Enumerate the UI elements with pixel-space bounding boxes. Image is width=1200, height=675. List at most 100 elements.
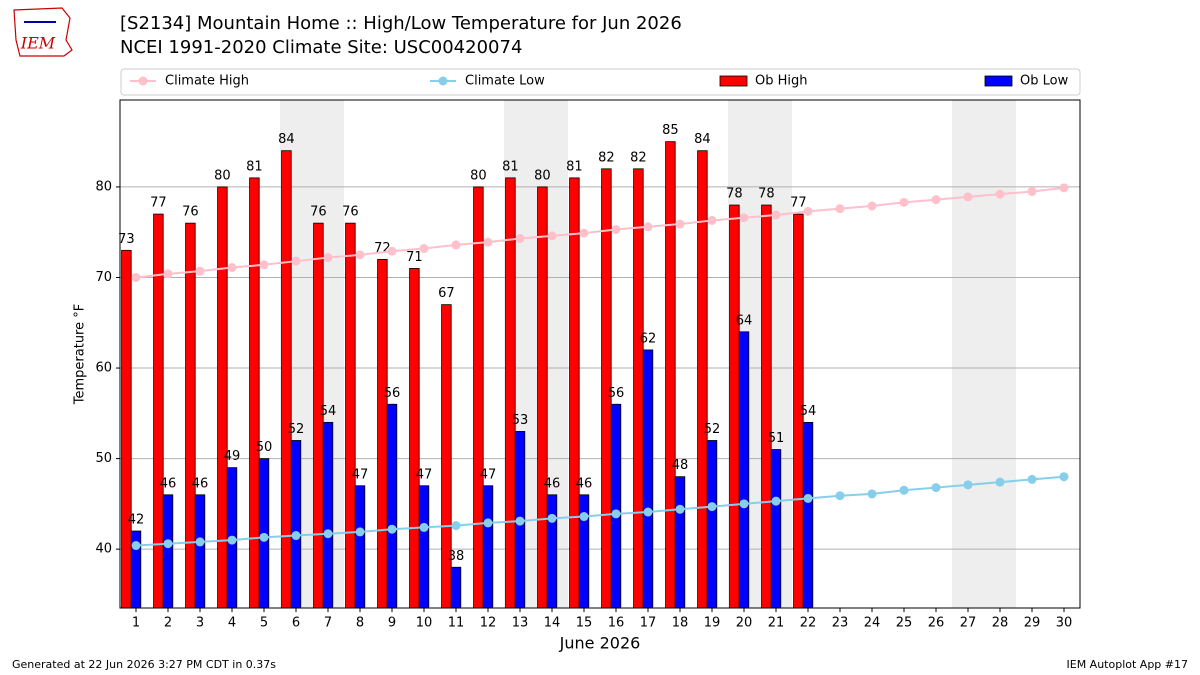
line-marker [867, 489, 877, 499]
line-marker [643, 507, 653, 517]
x-tick-label: 16 [608, 616, 625, 631]
bar [249, 177, 260, 609]
bar [473, 186, 484, 609]
x-tick-label: 6 [292, 616, 300, 631]
x-tick-label: 12 [480, 616, 497, 631]
x-tick-label: 29 [1024, 616, 1041, 631]
data-label: 54 [800, 404, 817, 419]
bar [569, 177, 580, 609]
x-tick-label: 3 [196, 616, 204, 631]
bar [409, 268, 420, 609]
bar [162, 494, 174, 609]
bar [674, 476, 686, 609]
legend-label: Climate Low [465, 74, 545, 89]
bar [217, 186, 228, 609]
x-tick-label: 28 [992, 616, 1009, 631]
data-label: 67 [438, 286, 455, 301]
legend-label: Ob High [755, 74, 808, 89]
bar [761, 204, 772, 609]
line-marker [419, 522, 429, 532]
weekend-shade [952, 100, 984, 608]
data-label: 47 [480, 467, 497, 482]
legend-swatch-marker [438, 76, 448, 86]
plot-frame [119, 99, 1081, 609]
bar [194, 494, 206, 609]
y-tick-label: 40 [95, 542, 112, 557]
line-marker [643, 222, 653, 232]
line-marker [963, 480, 973, 490]
x-tick-label: 22 [800, 616, 817, 631]
data-label: 50 [256, 440, 273, 455]
legend-swatch-marker [138, 76, 148, 86]
legend-swatch [719, 75, 748, 87]
line-marker [739, 213, 749, 223]
line-marker [1059, 472, 1069, 482]
line-marker [867, 201, 877, 211]
bar [578, 494, 590, 609]
bar [505, 177, 516, 609]
line-marker [195, 537, 205, 547]
bar [697, 150, 708, 609]
x-tick-label: 13 [512, 616, 529, 631]
weekend-shade [984, 100, 1016, 608]
bar [121, 249, 132, 609]
chart-subtitle: NCEI 1991-2020 Climate Site: USC00420074 [120, 37, 522, 58]
data-label: 76 [310, 205, 327, 220]
bar [610, 403, 622, 609]
data-label: 52 [704, 422, 721, 437]
logo: IEM [13, 7, 73, 57]
chart-title: [S2134] Mountain Home :: High/Low Temper… [120, 13, 682, 34]
line-marker [931, 483, 941, 493]
line-marker [739, 499, 749, 509]
line-marker [163, 269, 173, 279]
line-marker [323, 253, 333, 263]
bar [377, 258, 388, 609]
data-label: 84 [278, 132, 295, 147]
line-marker [291, 256, 301, 266]
bar [322, 421, 334, 609]
footer-right: IEM Autoplot App #17 [1067, 658, 1189, 671]
line-marker [995, 189, 1005, 199]
x-tick-label: 9 [388, 616, 396, 631]
legend-label: Climate High [165, 74, 249, 89]
line-marker [387, 524, 397, 534]
line-marker [163, 539, 173, 549]
y-axis-label: Temperature °F [73, 304, 88, 405]
line-marker [931, 195, 941, 205]
line-marker [195, 266, 205, 276]
x-tick-label: 27 [960, 616, 977, 631]
bar [450, 566, 462, 609]
line-marker [771, 496, 781, 506]
line-marker [611, 509, 621, 519]
line [135, 475, 1065, 547]
y-tick-label: 80 [95, 179, 112, 194]
legend-box [120, 68, 1081, 96]
data-label: 82 [630, 150, 647, 165]
data-label: 52 [288, 422, 305, 437]
line-marker [355, 250, 365, 260]
line-marker [451, 521, 461, 531]
data-label: 42 [128, 513, 145, 528]
data-label: 80 [534, 168, 551, 183]
x-tick-label: 4 [228, 616, 236, 631]
bar [633, 168, 644, 609]
line-marker [355, 527, 365, 537]
line-marker [515, 234, 525, 244]
line-marker [611, 224, 621, 234]
x-tick-label: 1 [132, 616, 140, 631]
line-marker [227, 535, 237, 545]
line-marker [963, 192, 973, 202]
line-marker [515, 516, 525, 526]
line-marker [1027, 186, 1037, 196]
line-marker [579, 228, 589, 238]
legend-swatch [984, 75, 1013, 87]
line-marker [771, 210, 781, 220]
x-tick-label: 14 [544, 616, 561, 631]
line-marker [259, 260, 269, 270]
data-label: 56 [608, 386, 625, 401]
bar [770, 449, 782, 609]
x-tick-label: 17 [640, 616, 657, 631]
data-label: 53 [512, 413, 529, 428]
x-tick-label: 26 [928, 616, 945, 631]
